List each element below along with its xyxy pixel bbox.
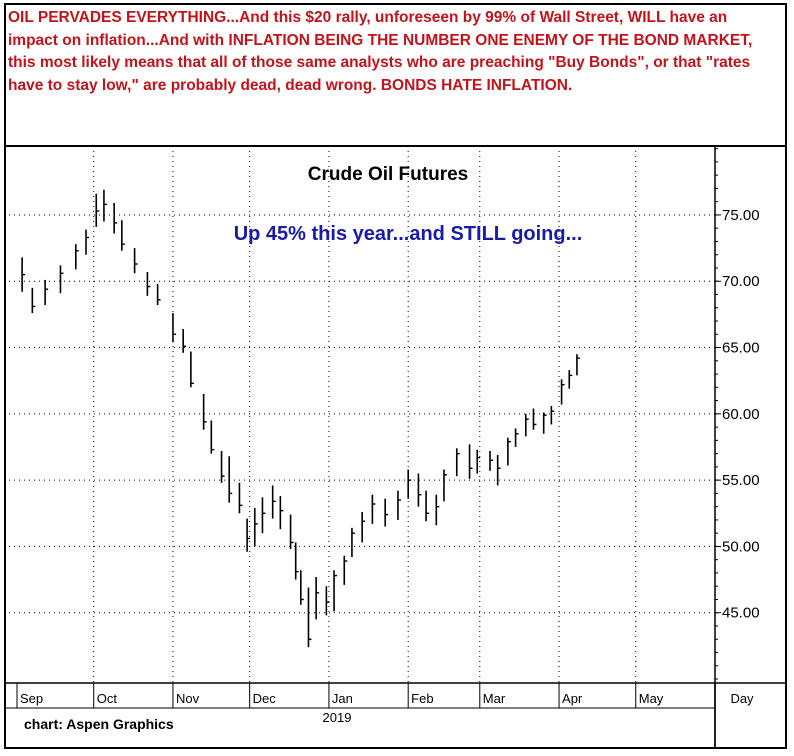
ohlc-bar xyxy=(95,193,100,227)
y-tick-label: 50.00 xyxy=(722,538,760,555)
ohlc-bar xyxy=(507,437,511,466)
y-tick-label: 70.00 xyxy=(722,273,760,290)
ohlc-bar xyxy=(75,244,79,270)
ohlc-bar xyxy=(542,412,547,434)
ohlc-bar xyxy=(182,328,187,353)
ohlc-bar xyxy=(307,587,312,648)
chart-frame xyxy=(4,3,787,749)
ohlc-bar xyxy=(294,542,299,580)
x-tick-label: May xyxy=(639,691,664,706)
ohlc-bar xyxy=(351,527,355,558)
ohlc-bar xyxy=(576,354,580,376)
ohlc-bar xyxy=(443,469,447,502)
y-tick-label: 75.00 xyxy=(722,207,760,224)
ohlc-bar xyxy=(343,555,348,585)
ohlc-bar xyxy=(455,448,460,477)
ohlc-bar xyxy=(514,428,519,447)
ohlc-bar xyxy=(300,570,304,605)
x-tick-label: Oct xyxy=(97,691,118,706)
x-tick-label: Nov xyxy=(176,691,200,706)
x-tick-label: Sep xyxy=(20,691,43,706)
ohlc-bar xyxy=(246,518,251,552)
ohlc-bar xyxy=(31,287,36,314)
chart-credit: chart: Aspen Graphics xyxy=(24,716,174,732)
ohlc-bar xyxy=(279,496,284,530)
ohlc-bar xyxy=(397,490,401,520)
ohlc-bar xyxy=(568,370,573,389)
ohlc-bar xyxy=(550,405,555,425)
ohlc-bar xyxy=(468,444,473,479)
ohlc-bar xyxy=(496,454,501,486)
x-tick-label: Feb xyxy=(411,691,433,706)
ohlc-bar xyxy=(361,511,366,543)
ohlc-bar xyxy=(210,420,215,454)
ohlc-bar xyxy=(524,413,529,437)
ohlc-bar xyxy=(133,248,138,274)
ohlc-bar xyxy=(417,473,422,507)
ohlc-bar xyxy=(261,497,266,534)
x-tick-label: Apr xyxy=(562,691,583,706)
ohlc-bar xyxy=(21,257,26,292)
ohlc-bar xyxy=(103,189,107,222)
ohlc-bar xyxy=(435,494,440,526)
ohlc-bar xyxy=(59,265,64,294)
ohlc-bar xyxy=(315,576,320,620)
ohlc-bar xyxy=(228,456,233,503)
chart-title: Crude Oil Futures xyxy=(308,164,468,185)
ohlc-bar xyxy=(476,449,481,474)
ohlc-bar xyxy=(253,507,258,547)
gridlines xyxy=(4,146,715,683)
y-tick-label: 55.00 xyxy=(722,472,760,489)
y-tick-label: 60.00 xyxy=(722,406,760,423)
ohlc-bar xyxy=(289,514,294,550)
ohlc-bar xyxy=(146,271,151,296)
headline-commentary: OIL PERVADES EVERYTHING...And this $20 r… xyxy=(8,9,753,94)
y-tick-label: 65.00 xyxy=(722,340,760,357)
price-axis: 75.00 70.00 65.00 60.00 55.00 50.00 45.00 xyxy=(715,148,760,680)
ohlc-bar xyxy=(425,490,430,522)
ohlc-bar xyxy=(532,408,537,430)
ohlc-bar xyxy=(371,494,376,524)
ohlc-bar xyxy=(85,229,90,255)
y-tick-label: 45.00 xyxy=(722,605,760,622)
ohlc-bar xyxy=(489,450,494,471)
x-unit-label: Day xyxy=(730,691,754,706)
x-tick-label: Jan xyxy=(332,691,353,706)
ohlc-bar xyxy=(113,203,118,234)
ohlc-bar xyxy=(172,313,176,343)
ohlc-bar xyxy=(202,393,207,430)
year-label: 2019 xyxy=(323,710,352,725)
ohlc-bar xyxy=(220,450,225,483)
ohlc-bar xyxy=(271,485,276,519)
ohlc-bar xyxy=(44,279,49,306)
ohlc-bar xyxy=(560,379,565,405)
x-tick-label: Mar xyxy=(483,691,506,706)
chart-annotation: Up 45% this year...and STILL going... xyxy=(234,223,583,245)
x-tick-label: Dec xyxy=(253,691,277,706)
time-axis: Sep Oct Nov Dec Jan Feb Mar Apr May xyxy=(16,683,664,708)
ohlc-bar xyxy=(156,283,161,306)
ohlc-bar xyxy=(325,586,330,616)
ohlc-bar xyxy=(407,469,412,499)
ohlc-bar xyxy=(238,482,243,514)
ohlc-bar xyxy=(333,570,338,612)
ohlc-series xyxy=(21,189,580,648)
ohlc-bar xyxy=(190,351,194,388)
ohlc-bar xyxy=(384,498,389,527)
ohlc-bar xyxy=(121,220,125,251)
